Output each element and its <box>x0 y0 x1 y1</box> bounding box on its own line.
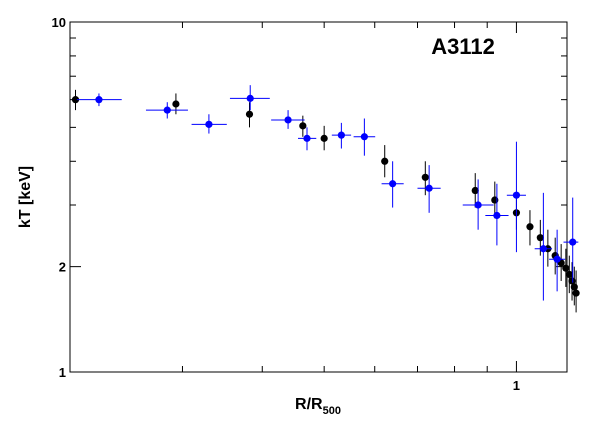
data-point <box>245 110 254 118</box>
data-point <box>320 134 328 142</box>
data-point <box>425 184 433 192</box>
data-points <box>71 85 580 313</box>
panel-label: A3112 <box>431 34 495 59</box>
data-point <box>299 122 307 130</box>
data-point <box>163 106 171 114</box>
data-point <box>337 131 345 139</box>
y-axis-title: kT [keV] <box>17 166 34 228</box>
data-point <box>381 157 389 165</box>
data-point <box>284 116 292 124</box>
series-2 <box>76 85 579 301</box>
data-point <box>539 245 547 253</box>
data-point <box>572 289 580 297</box>
data-point <box>389 180 397 188</box>
x-tick-label: 1 <box>513 378 520 393</box>
data-point <box>471 186 479 195</box>
y-tick-label: 2 <box>59 260 66 275</box>
data-point <box>360 133 368 141</box>
data-point <box>421 173 429 181</box>
data-point <box>536 234 544 242</box>
data-point <box>474 201 482 209</box>
data-point <box>553 255 561 263</box>
x-axis-title-main: R/R <box>295 396 323 413</box>
data-point <box>303 134 311 142</box>
data-point <box>493 211 501 220</box>
data-point <box>246 94 254 102</box>
data-point <box>562 264 570 272</box>
data-point <box>172 100 180 108</box>
series-1 <box>71 89 580 313</box>
y-tick-label: 1 <box>59 365 66 380</box>
data-point <box>71 96 80 104</box>
data-point <box>569 238 577 246</box>
data-point <box>95 96 103 104</box>
data-point <box>526 223 534 231</box>
data-point <box>570 283 578 291</box>
data-point <box>565 270 573 279</box>
data-point <box>205 120 213 128</box>
x-axis-title: R/R500 <box>295 396 341 417</box>
y-tick-label: 10 <box>52 15 66 30</box>
data-point <box>512 191 521 199</box>
axis-ticks <box>69 21 567 373</box>
x-axis-title-subscript: 500 <box>323 405 341 417</box>
plot-frame <box>69 21 568 373</box>
tick-labels: 1 2 10 1 <box>52 15 521 393</box>
